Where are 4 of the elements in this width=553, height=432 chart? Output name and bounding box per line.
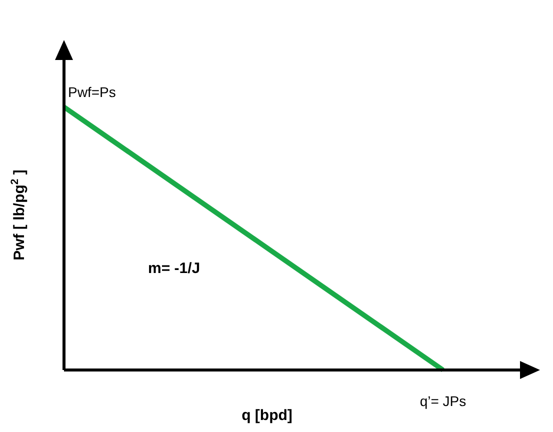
text: Pwf=Ps [68, 84, 116, 100]
x-axis-title: q [bpd] [242, 407, 292, 424]
text: q’= JPs [420, 393, 466, 409]
annotation: m= -1/J [148, 260, 200, 277]
